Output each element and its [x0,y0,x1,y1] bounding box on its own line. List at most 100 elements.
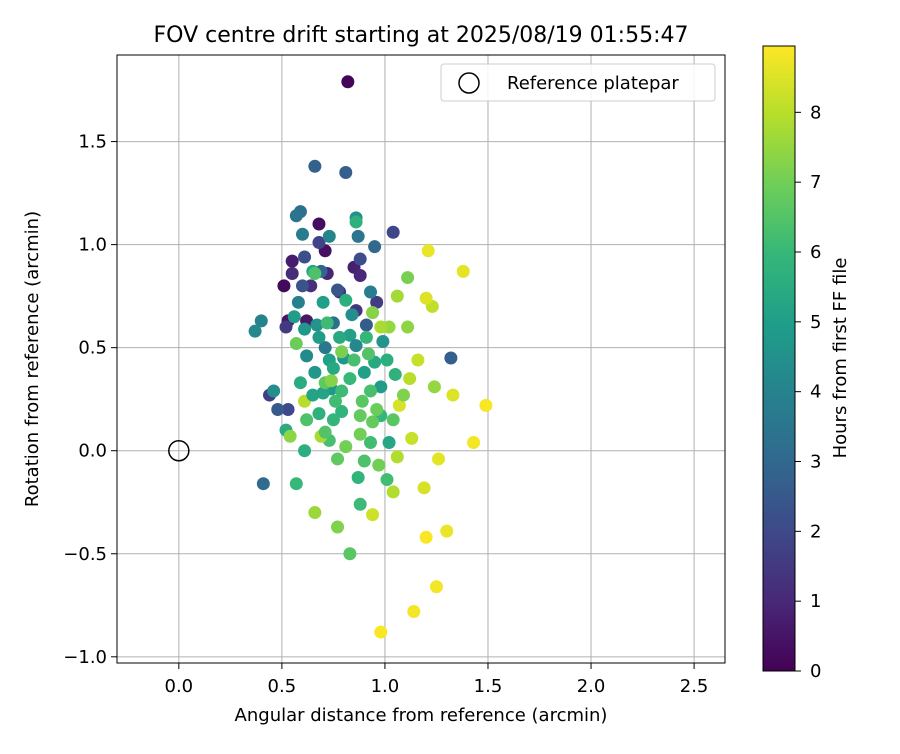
data-point [277,279,291,293]
data-point [285,254,299,268]
colorbar: 0 1 2 3 4 5 6 7 8 Hours from first FF file [762,45,851,682]
data-point [390,289,404,303]
data-point [392,398,406,412]
data-point [427,380,441,394]
data-point [401,271,415,285]
data-point [312,407,326,421]
colorbar-tick-label: 1 [810,591,821,612]
data-point [331,452,345,466]
data-point [390,450,404,464]
data-point [386,413,400,427]
data-point [312,217,326,231]
colorbar-tick-label: 3 [810,452,821,473]
chart-title: FOV centre drift starting at 2025/08/19 … [154,23,689,48]
data-point [366,306,380,320]
data-point [479,398,493,412]
data-point [419,291,433,305]
data-point [376,334,390,348]
data-point [366,415,380,429]
data-point [320,316,334,330]
data-point [374,320,388,334]
data-point [295,279,309,293]
colorbar-tick-label: 0 [810,661,821,682]
colorbar-frame [762,45,796,672]
data-point [351,229,365,243]
data-point [366,508,380,522]
colorbar-tick-label: 2 [810,521,821,542]
colorbar-gradient [763,46,795,671]
data-point [308,159,322,173]
data-point [312,330,326,344]
data-point [295,227,309,241]
data-point [298,322,312,336]
data-point [349,215,363,229]
data-point [248,324,262,338]
data-point [357,365,371,379]
y-tick-label: 1.5 [78,132,107,153]
data-point [322,229,336,243]
y-tick-label: −0.5 [63,544,107,565]
data-point [289,477,303,491]
data-point [403,372,417,386]
data-point [293,376,307,390]
data-point [364,384,378,398]
x-tick-label: 0.5 [268,676,297,697]
data-point [283,429,297,443]
data-point [355,394,369,408]
data-point [411,353,425,367]
data-point [343,547,357,561]
data-point [300,413,314,427]
data-point [339,165,353,179]
data-point [308,266,322,280]
data-point [300,349,314,363]
axis-ticks: 0.0 0.5 1.0 1.5 2.0 2.5 −1.0 −0.5 0.0 0.5 1.0 1.5 [63,132,708,697]
x-tick-label: 2.0 [577,676,606,697]
data-point [429,580,443,594]
data-point [364,435,378,449]
data-point [386,225,400,239]
colorbar-label: Hours from first FF file [830,258,851,459]
y-tick-label: 0.0 [78,441,107,462]
data-point [388,367,402,381]
data-point [289,209,303,223]
data-point [444,351,458,365]
colorbar-tick-label: 5 [810,312,821,333]
data-point [308,506,322,520]
colorbar-tick-label: 4 [810,382,821,403]
data-point [372,458,386,472]
data-point [380,473,394,487]
data-point [349,339,363,353]
data-point [374,380,388,394]
data-point [335,384,349,398]
x-tick-label: 1.0 [371,676,400,697]
data-point [374,625,388,639]
data-point [361,347,375,361]
data-point [285,266,299,280]
data-point [353,497,367,511]
data-point [324,374,338,388]
data-point [353,409,367,423]
data-point [312,236,326,250]
data-point [291,295,305,309]
colorbar-tick-label: 8 [810,102,821,123]
data-point [281,402,295,416]
data-point [407,604,421,618]
data-point [316,386,330,400]
data-point [343,328,357,342]
x-tick-label: 0.0 [165,676,194,697]
colorbar-tick-label: 7 [810,172,821,193]
x-tick-label: 1.5 [474,676,503,697]
data-point [368,240,382,254]
data-point [289,337,303,351]
colorbar-tick-label: 6 [810,242,821,263]
data-point [432,452,446,466]
plot-frame [116,54,726,664]
legend: Reference platepar [440,63,716,102]
data-point [417,481,431,495]
data-point [396,388,410,402]
data-point [256,477,270,491]
data-point [343,372,357,386]
